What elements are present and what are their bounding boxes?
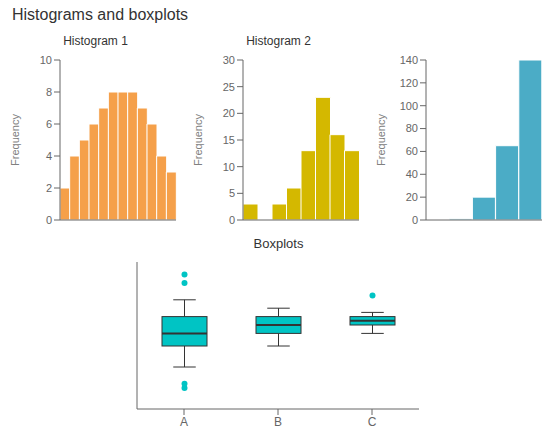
- svg-text:80: 80: [405, 122, 417, 134]
- svg-text:B: B: [273, 415, 281, 429]
- svg-text:140: 140: [399, 54, 417, 66]
- svg-text:25: 25: [222, 81, 234, 93]
- svg-text:10: 10: [222, 161, 234, 173]
- svg-text:4: 4: [45, 150, 51, 162]
- html-text:Histogram 2: Histogram 2: [246, 34, 311, 48]
- svg-text:100: 100: [399, 100, 417, 112]
- html-text:Boxplots: Boxplots: [253, 236, 304, 251]
- svg-text:20: 20: [405, 191, 417, 203]
- svg-text:15: 15: [222, 134, 234, 146]
- html-text:Histograms and boxplots: Histograms and boxplots: [12, 6, 189, 23]
- svg-text:0: 0: [411, 214, 417, 226]
- svg-text:6: 6: [45, 118, 51, 130]
- svg-text:60: 60: [405, 145, 417, 157]
- svg-text:C: C: [367, 415, 376, 429]
- svg-text:Frequency: Frequency: [374, 114, 386, 166]
- svg-text:40: 40: [405, 168, 417, 180]
- svg-text:2: 2: [45, 182, 51, 194]
- svg-text:5: 5: [228, 187, 234, 199]
- svg-text:A: A: [179, 415, 187, 429]
- svg-text:Frequency: Frequency: [8, 114, 20, 166]
- svg-text:0: 0: [228, 214, 234, 226]
- svg-text:120: 120: [399, 77, 417, 89]
- svg-text:10: 10: [39, 54, 51, 66]
- svg-text:30: 30: [222, 54, 234, 66]
- html-text:Histogram 1: Histogram 1: [63, 34, 128, 48]
- svg-text:0: 0: [45, 214, 51, 226]
- svg-text:20: 20: [222, 107, 234, 119]
- svg-text:Frequency: Frequency: [191, 114, 203, 166]
- svg-text:8: 8: [45, 86, 51, 98]
